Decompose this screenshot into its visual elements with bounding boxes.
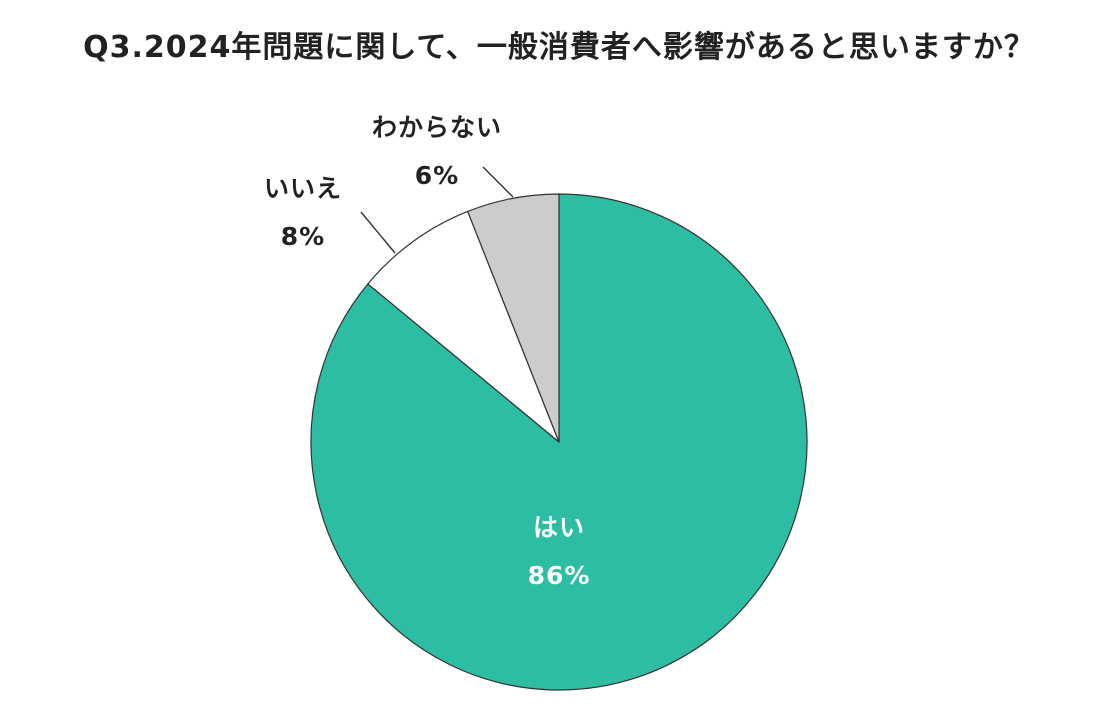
slice-value-2: 8%: [281, 222, 325, 251]
slice-label-1: はい: [533, 513, 585, 542]
slice-value-1: 86%: [528, 561, 591, 590]
chart-title: Q3.2024年問題に関して、一般消費者へ影響があると思いますか？: [83, 30, 1035, 65]
pie-slice-2: [367, 210, 560, 443]
leader-line-2: [360, 211, 396, 254]
slice-value-3: 6%: [415, 161, 459, 190]
slice-label-3: わからない: [372, 113, 502, 142]
slice-label-2: いいえ: [264, 174, 342, 203]
slice-labels: はい 86% いいえ 8% わからない 6%: [264, 113, 591, 590]
leader-line-3: [482, 166, 514, 198]
leader-lines: [360, 166, 514, 254]
pie-slice-3: [467, 193, 560, 443]
pie-slices: [310, 193, 808, 691]
